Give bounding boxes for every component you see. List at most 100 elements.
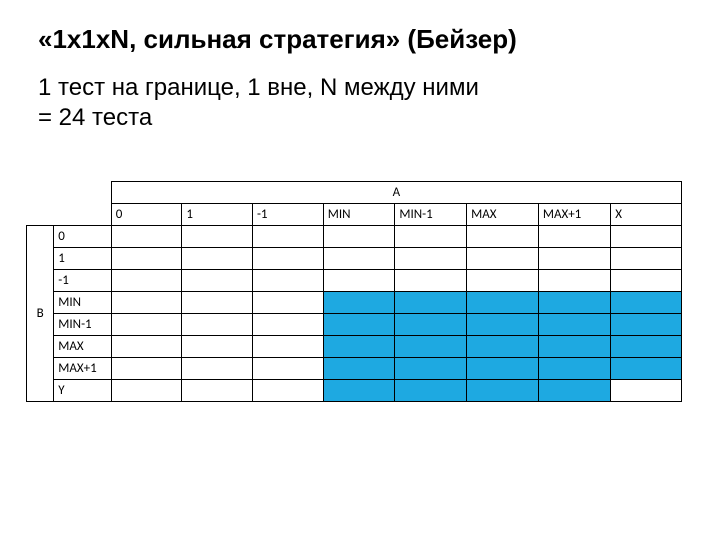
row-header: MAX+1 bbox=[54, 358, 111, 380]
axis-col-label: A bbox=[111, 182, 681, 204]
cell bbox=[252, 248, 323, 270]
cell bbox=[182, 314, 253, 336]
cell bbox=[395, 314, 467, 336]
cell bbox=[111, 314, 182, 336]
table-row: MAX bbox=[27, 336, 682, 358]
row-header: MAX bbox=[54, 336, 111, 358]
cell bbox=[182, 380, 253, 402]
cell bbox=[395, 380, 467, 402]
cell bbox=[611, 248, 682, 270]
cell bbox=[111, 336, 182, 358]
table-row: Y bbox=[27, 380, 682, 402]
cell bbox=[538, 314, 610, 336]
corner-blank bbox=[54, 204, 111, 226]
cell bbox=[252, 380, 323, 402]
table-header-row-cols: 0 1 -1 MIN MIN-1 MAX MAX+1 X bbox=[27, 204, 682, 226]
row-header: 0 bbox=[54, 226, 111, 248]
cell bbox=[252, 314, 323, 336]
table-row: MIN-1 bbox=[27, 314, 682, 336]
col-header: MAX+1 bbox=[538, 204, 610, 226]
cell bbox=[252, 226, 323, 248]
cell bbox=[395, 226, 467, 248]
cell bbox=[323, 292, 395, 314]
cell bbox=[323, 358, 395, 380]
cell bbox=[323, 270, 395, 292]
table-row: -1 bbox=[27, 270, 682, 292]
cell bbox=[538, 336, 610, 358]
cell bbox=[538, 248, 610, 270]
cell bbox=[611, 292, 682, 314]
col-header: MIN-1 bbox=[395, 204, 467, 226]
cell bbox=[252, 270, 323, 292]
cell bbox=[467, 336, 539, 358]
table-row: MIN bbox=[27, 292, 682, 314]
corner-blank bbox=[27, 182, 54, 204]
cell bbox=[323, 380, 395, 402]
cell bbox=[111, 270, 182, 292]
cell bbox=[538, 358, 610, 380]
cell bbox=[467, 270, 539, 292]
cell bbox=[395, 358, 467, 380]
cell bbox=[323, 314, 395, 336]
cell bbox=[182, 226, 253, 248]
cell bbox=[182, 336, 253, 358]
subtitle: 1 тест на границе, 1 вне, N между ними =… bbox=[38, 73, 682, 133]
matrix-table-wrap: A 0 1 -1 MIN MIN-1 MAX MAX+1 X B 0 bbox=[26, 181, 682, 402]
cell bbox=[111, 380, 182, 402]
cell bbox=[252, 336, 323, 358]
cell bbox=[611, 336, 682, 358]
cell bbox=[467, 314, 539, 336]
subtitle-line2: = 24 теста bbox=[38, 104, 152, 131]
cell bbox=[611, 358, 682, 380]
corner-blank bbox=[27, 204, 54, 226]
cell bbox=[182, 358, 253, 380]
cell bbox=[111, 292, 182, 314]
col-header: MIN bbox=[323, 204, 395, 226]
cell bbox=[538, 270, 610, 292]
matrix-table: A 0 1 -1 MIN MIN-1 MAX MAX+1 X B 0 bbox=[26, 181, 682, 402]
cell bbox=[395, 292, 467, 314]
cell bbox=[111, 358, 182, 380]
row-header: MIN bbox=[54, 292, 111, 314]
cell bbox=[111, 248, 182, 270]
table-row: 1 bbox=[27, 248, 682, 270]
cell bbox=[111, 226, 182, 248]
corner-blank bbox=[54, 182, 111, 204]
row-header: 1 bbox=[54, 248, 111, 270]
cell bbox=[323, 226, 395, 248]
cell bbox=[395, 270, 467, 292]
row-header: -1 bbox=[54, 270, 111, 292]
page-title: «1x1xN, сильная стратегия» (Бейзер) bbox=[38, 24, 682, 55]
cell bbox=[611, 226, 682, 248]
cell bbox=[538, 226, 610, 248]
col-header: 1 bbox=[182, 204, 253, 226]
table-header-row-top: A bbox=[27, 182, 682, 204]
axis-row-label: B bbox=[27, 226, 54, 402]
cell bbox=[182, 248, 253, 270]
cell bbox=[467, 226, 539, 248]
table-row: MAX+1 bbox=[27, 358, 682, 380]
cell bbox=[611, 380, 682, 402]
slide: «1x1xN, сильная стратегия» (Бейзер) 1 те… bbox=[0, 0, 720, 540]
cell bbox=[611, 270, 682, 292]
cell bbox=[182, 292, 253, 314]
cell bbox=[467, 248, 539, 270]
col-header: X bbox=[611, 204, 682, 226]
cell bbox=[467, 292, 539, 314]
table-row: B 0 bbox=[27, 226, 682, 248]
cell bbox=[538, 292, 610, 314]
col-header: MAX bbox=[467, 204, 539, 226]
cell bbox=[467, 380, 539, 402]
cell bbox=[252, 292, 323, 314]
cell bbox=[323, 248, 395, 270]
cell bbox=[323, 336, 395, 358]
cell bbox=[182, 270, 253, 292]
cell bbox=[395, 248, 467, 270]
col-header: 0 bbox=[111, 204, 182, 226]
cell bbox=[538, 380, 610, 402]
cell bbox=[467, 358, 539, 380]
cell bbox=[395, 336, 467, 358]
col-header: -1 bbox=[252, 204, 323, 226]
row-header: MIN-1 bbox=[54, 314, 111, 336]
subtitle-line1: 1 тест на границе, 1 вне, N между ними bbox=[38, 74, 479, 101]
